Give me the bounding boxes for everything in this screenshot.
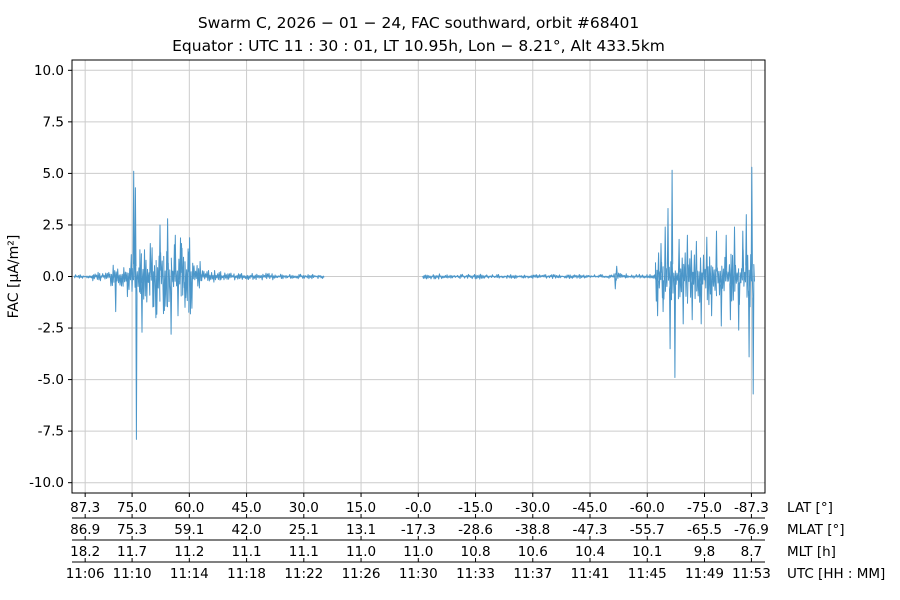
x-row-value: 10.4: [575, 544, 605, 560]
x-row-value: 11:22: [284, 566, 323, 582]
x-row-value: -55.7: [630, 522, 665, 538]
x-row-value: 13.1: [346, 522, 376, 538]
x-row-value: -60.0: [630, 500, 665, 516]
x-row-value: -17.3: [401, 522, 436, 538]
y-axis-label: FAC [μA/m²]: [6, 235, 22, 319]
x-row-value: -38.8: [515, 522, 550, 538]
x-row-value: 18.2: [70, 544, 100, 560]
x-row-value: 11.1: [232, 544, 262, 560]
x-row-value: -15.0: [458, 500, 493, 516]
x-row-value: 11:37: [513, 566, 552, 582]
x-row-value: 11.0: [346, 544, 376, 560]
y-tick-label: 2.5: [43, 217, 64, 233]
x-row-value: 75.3: [117, 522, 147, 538]
y-tick-label: -5.0: [38, 372, 64, 388]
x-row-label: MLT [h]: [787, 544, 836, 560]
x-row-value: 30.0: [289, 500, 319, 516]
x-row-value: 11.2: [174, 544, 204, 560]
x-row-value: 15.0: [346, 500, 376, 516]
x-row-value: -76.9: [734, 522, 769, 538]
x-row-value: 42.0: [232, 522, 262, 538]
fac-series-line: [73, 166, 755, 440]
y-tick-label: 10.0: [34, 63, 64, 79]
x-row-value: 11:10: [113, 566, 152, 582]
x-row-value: 9.8: [694, 544, 715, 560]
x-row-value: 11:45: [628, 566, 667, 582]
x-row-value: 11:18: [227, 566, 266, 582]
x-row-value: 11:41: [571, 566, 610, 582]
x-row-value: 59.1: [174, 522, 204, 538]
x-row-value: 10.8: [461, 544, 491, 560]
x-row-value: -30.0: [515, 500, 550, 516]
x-row-value: 86.9: [70, 522, 100, 538]
x-row-value: 87.3: [70, 500, 100, 516]
x-row-value: 11.0: [403, 544, 433, 560]
x-row-value: 60.0: [174, 500, 204, 516]
y-tick-label: 0.0: [43, 269, 64, 285]
chart-subtitle: Equator : UTC 11 : 30 : 01, LT 10.95h, L…: [172, 37, 665, 55]
x-row-value: 11:30: [399, 566, 438, 582]
x-row-value: -47.3: [573, 522, 608, 538]
x-row-value: 11.7: [117, 544, 147, 560]
x-row-value: 11.1: [289, 544, 319, 560]
x-row-value: 11:06: [66, 566, 105, 582]
x-row-value: 45.0: [232, 500, 262, 516]
x-row-value: 11:33: [456, 566, 495, 582]
x-row-value: -0.0: [405, 500, 431, 516]
x-row-value: 11:53: [732, 566, 771, 582]
x-row-value: 11:49: [685, 566, 724, 582]
x-row-value: 25.1: [289, 522, 319, 538]
x-row-value: -87.3: [734, 500, 769, 516]
x-row-label: LAT [°]: [787, 500, 833, 516]
x-row-value: 11:14: [170, 566, 209, 582]
x-row-value: 75.0: [117, 500, 147, 516]
x-row-value: -75.0: [687, 500, 722, 516]
y-tick-label: -2.5: [38, 321, 64, 337]
x-row-label: UTC [HH : MM]: [787, 566, 885, 582]
chart-title: Swarm C, 2026 − 01 − 24, FAC southward, …: [198, 14, 639, 32]
x-row-value: 10.6: [518, 544, 548, 560]
y-tick-label: 5.0: [43, 166, 64, 182]
x-row-value: 11:26: [342, 566, 381, 582]
x-row-value: -45.0: [573, 500, 608, 516]
y-tick-label: -10.0: [29, 475, 64, 491]
y-tick-label: -7.5: [38, 424, 64, 440]
x-row-value: -65.5: [687, 522, 722, 538]
x-row-value: -28.6: [458, 522, 493, 538]
x-row-value: 10.1: [632, 544, 662, 560]
x-row-value: 8.7: [741, 544, 762, 560]
y-tick-label: 7.5: [43, 114, 64, 130]
x-row-label: MLAT [°]: [787, 522, 845, 538]
